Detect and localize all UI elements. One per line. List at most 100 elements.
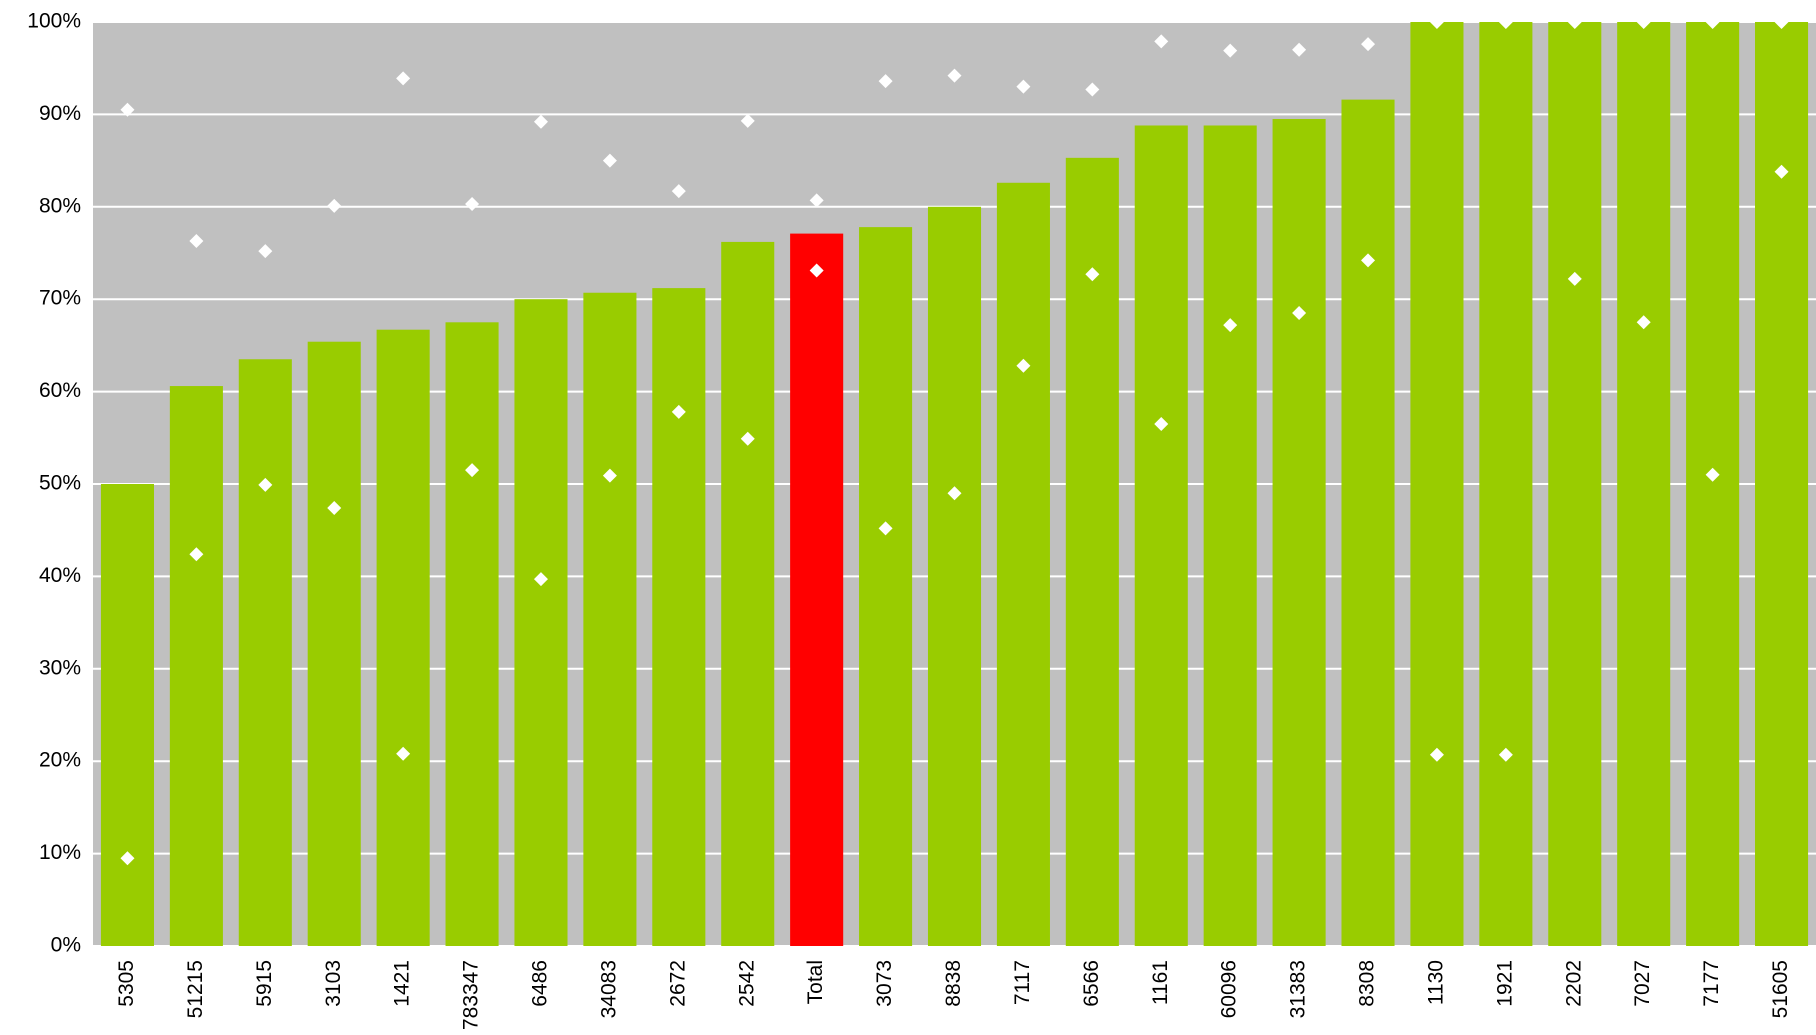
bar bbox=[790, 233, 844, 946]
bar bbox=[1410, 22, 1464, 946]
x-tick-label: 2672 bbox=[666, 960, 689, 1007]
diamond-marker bbox=[809, 193, 824, 208]
diamond-marker bbox=[120, 102, 135, 117]
y-tick-label: 30% bbox=[39, 656, 81, 679]
x-tick-label: 7117 bbox=[1011, 960, 1034, 1005]
bar bbox=[100, 484, 154, 946]
diamond-marker bbox=[1361, 253, 1376, 268]
x-tick-label: 1921 bbox=[1493, 960, 1516, 1007]
y-tick-label: 90% bbox=[39, 102, 81, 125]
diamond-marker bbox=[1498, 747, 1513, 762]
bar bbox=[1065, 157, 1119, 946]
diamond-marker bbox=[327, 198, 342, 213]
y-tick-label: 10% bbox=[39, 841, 81, 864]
bar bbox=[721, 241, 775, 947]
bar bbox=[238, 359, 292, 946]
bar bbox=[859, 227, 913, 947]
y-tick-label: 100% bbox=[27, 10, 81, 33]
bar bbox=[376, 329, 430, 946]
x-tick-label: 7177 bbox=[1700, 960, 1723, 1007]
bar bbox=[652, 288, 706, 946]
bar bbox=[1479, 22, 1533, 946]
x-tick-label: 2542 bbox=[735, 960, 758, 1007]
x-tick-label: 5915 bbox=[253, 960, 276, 1007]
diamond-marker bbox=[327, 501, 342, 516]
x-tick-label: 5305 bbox=[115, 960, 138, 1007]
diamond-marker bbox=[1774, 15, 1789, 29]
x-tick-label: 1421 bbox=[391, 960, 414, 1007]
diamond-marker bbox=[1429, 747, 1444, 762]
bar bbox=[169, 386, 223, 946]
diamond-marker bbox=[878, 521, 893, 536]
diamond-marker bbox=[1361, 37, 1376, 52]
bar bbox=[307, 341, 361, 947]
diamond-marker bbox=[602, 468, 617, 483]
diamond-marker bbox=[258, 244, 273, 259]
bar bbox=[514, 299, 568, 946]
x-tick-label: Total bbox=[804, 960, 827, 1004]
diamond-marker bbox=[1705, 467, 1720, 482]
diamond-marker bbox=[947, 68, 962, 83]
diamond-marker bbox=[602, 153, 617, 168]
diamond-marker bbox=[1498, 15, 1513, 29]
diamond-marker bbox=[120, 851, 135, 866]
diamond-marker bbox=[947, 486, 962, 501]
bar bbox=[1203, 125, 1257, 947]
x-tick-label: 51215 bbox=[184, 960, 207, 1018]
x-tick-label: 34083 bbox=[597, 960, 620, 1018]
x-tick-label: 1161 bbox=[1149, 960, 1172, 1005]
diamond-marker bbox=[189, 233, 204, 248]
y-tick-label: 60% bbox=[39, 379, 81, 402]
diamond-marker bbox=[533, 114, 548, 129]
diamond-marker bbox=[1292, 306, 1307, 321]
y-tick-label: 50% bbox=[39, 472, 81, 495]
y-tick-label: 80% bbox=[39, 194, 81, 217]
diamond-marker bbox=[1223, 43, 1238, 58]
diamond-marker bbox=[1085, 267, 1100, 282]
diamond-marker bbox=[258, 477, 273, 492]
diamond-marker bbox=[1774, 164, 1789, 179]
bar bbox=[927, 206, 982, 947]
x-tick-label: 8838 bbox=[942, 960, 965, 1007]
diamond-marker bbox=[1567, 15, 1582, 29]
x-tick-label: 3103 bbox=[322, 960, 345, 1007]
x-tick-label: 8308 bbox=[1356, 960, 1379, 1007]
diamond-marker bbox=[878, 74, 893, 89]
x-tick-label: 6566 bbox=[1080, 960, 1103, 1007]
y-tick-label: 70% bbox=[39, 287, 81, 310]
bar bbox=[1341, 99, 1395, 947]
diamond-marker bbox=[1292, 42, 1307, 57]
diamond-marker bbox=[465, 197, 480, 212]
bar bbox=[583, 292, 637, 946]
diamond-marker bbox=[1567, 271, 1582, 286]
diamond-marker bbox=[1429, 15, 1444, 29]
diamond-marker bbox=[189, 547, 204, 562]
diamond-marker bbox=[465, 463, 480, 478]
x-tick-label: 3073 bbox=[873, 960, 896, 1007]
x-tick-label: 6486 bbox=[529, 960, 552, 1007]
bar bbox=[996, 182, 1050, 946]
diamond-marker bbox=[1636, 315, 1651, 330]
diamond-marker bbox=[1705, 15, 1720, 29]
diamond-marker bbox=[533, 572, 548, 587]
bar bbox=[1617, 22, 1671, 946]
bar bbox=[1548, 22, 1602, 946]
diamond-marker bbox=[1016, 358, 1031, 373]
diamond-marker bbox=[671, 184, 686, 199]
diamond-marker bbox=[1154, 34, 1169, 49]
diamond-marker bbox=[740, 431, 755, 446]
bar bbox=[1134, 125, 1188, 947]
x-tick-label: 31383 bbox=[1287, 960, 1310, 1018]
diamond-marker bbox=[671, 404, 686, 419]
diamond-marker bbox=[1636, 15, 1651, 29]
diamond-marker bbox=[1154, 416, 1169, 431]
y-tick-label: 40% bbox=[39, 564, 81, 587]
y-tick-label: 20% bbox=[39, 749, 81, 772]
x-tick-label: 51605 bbox=[1769, 960, 1792, 1018]
diamond-marker bbox=[1085, 82, 1100, 97]
x-tick-label: 2202 bbox=[1562, 960, 1585, 1007]
diamond-marker bbox=[1016, 79, 1031, 94]
diamond-marker bbox=[1223, 318, 1238, 333]
